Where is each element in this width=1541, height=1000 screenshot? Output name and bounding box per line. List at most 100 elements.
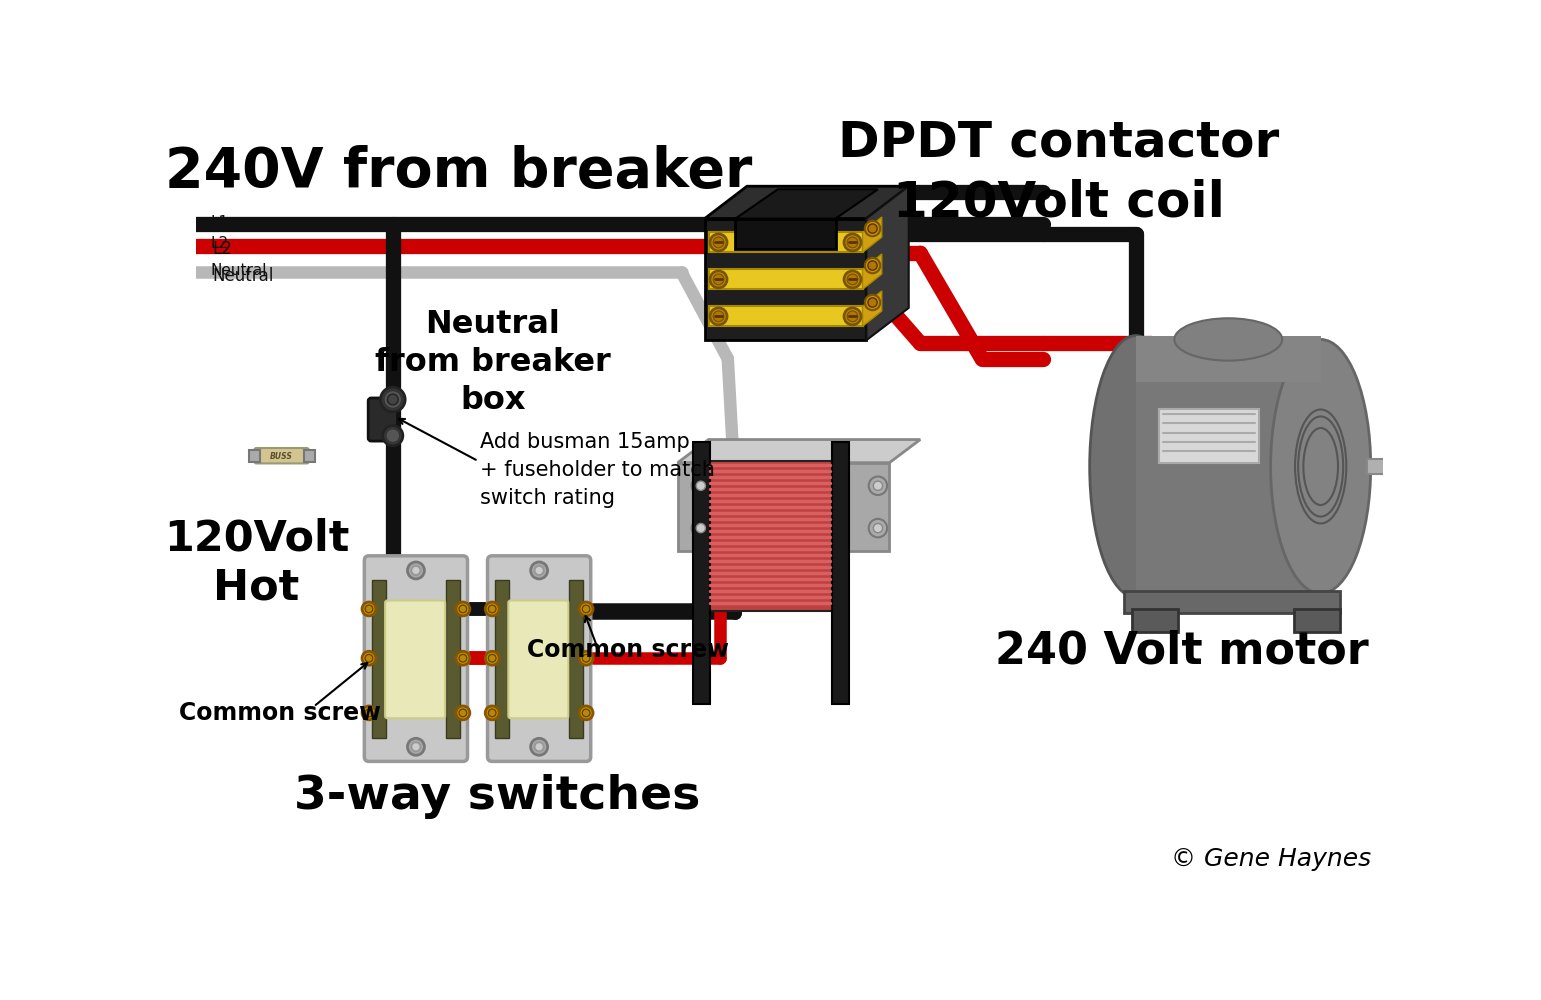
FancyBboxPatch shape	[254, 448, 308, 463]
Circle shape	[365, 605, 373, 613]
Circle shape	[579, 651, 593, 665]
Text: 3-way switches: 3-way switches	[294, 774, 700, 819]
Circle shape	[697, 481, 706, 490]
Circle shape	[456, 602, 470, 616]
Circle shape	[456, 706, 470, 720]
Circle shape	[692, 477, 710, 495]
Bar	[678, 463, 889, 551]
Polygon shape	[678, 440, 920, 463]
Circle shape	[582, 709, 590, 717]
Ellipse shape	[1271, 339, 1371, 594]
Bar	[693, 442, 710, 704]
Text: Neutral
from breaker
box: Neutral from breaker box	[374, 309, 610, 416]
Circle shape	[411, 742, 421, 751]
Text: Neutral: Neutral	[210, 263, 267, 278]
Text: Common screw: Common screw	[179, 701, 381, 725]
Circle shape	[868, 224, 877, 233]
FancyBboxPatch shape	[364, 556, 467, 761]
Bar	[709, 232, 863, 252]
Bar	[832, 442, 849, 704]
Polygon shape	[863, 217, 881, 252]
Ellipse shape	[1174, 318, 1282, 361]
Text: BUSS: BUSS	[270, 452, 293, 461]
Circle shape	[362, 651, 376, 665]
Bar	[1133, 609, 1179, 632]
FancyBboxPatch shape	[385, 600, 445, 718]
Circle shape	[692, 519, 710, 537]
Polygon shape	[863, 254, 881, 289]
Circle shape	[710, 308, 727, 325]
Bar	[1367, 459, 1424, 474]
Circle shape	[488, 654, 496, 662]
Circle shape	[874, 481, 883, 490]
Circle shape	[535, 742, 544, 751]
Text: L1: L1	[210, 215, 228, 230]
Bar	[304, 450, 314, 462]
Bar	[1125, 591, 1341, 613]
Circle shape	[710, 234, 727, 251]
Circle shape	[381, 387, 405, 412]
Circle shape	[579, 706, 593, 720]
Circle shape	[365, 709, 373, 717]
Circle shape	[844, 234, 861, 251]
Circle shape	[713, 274, 724, 285]
Text: 240 Volt motor: 240 Volt motor	[995, 630, 1368, 673]
Bar	[445, 580, 459, 738]
Circle shape	[384, 390, 402, 409]
Polygon shape	[704, 186, 909, 219]
Ellipse shape	[1089, 336, 1182, 597]
Circle shape	[710, 271, 727, 288]
Circle shape	[530, 562, 547, 579]
Bar	[569, 580, 582, 738]
Circle shape	[848, 237, 858, 248]
Text: Common screw: Common screw	[527, 638, 729, 662]
Bar	[709, 461, 832, 611]
Circle shape	[411, 566, 421, 575]
Circle shape	[865, 295, 880, 310]
Text: © Gene Haynes: © Gene Haynes	[1171, 847, 1370, 871]
Circle shape	[869, 519, 888, 537]
Circle shape	[579, 602, 593, 616]
FancyBboxPatch shape	[509, 600, 569, 718]
Circle shape	[488, 605, 496, 613]
Circle shape	[868, 261, 877, 270]
Bar	[1136, 336, 1321, 597]
Circle shape	[382, 426, 402, 446]
Circle shape	[459, 605, 467, 613]
Bar	[1136, 336, 1321, 382]
Circle shape	[485, 706, 499, 720]
Circle shape	[530, 738, 547, 755]
Circle shape	[407, 562, 424, 579]
Circle shape	[407, 738, 424, 755]
Bar	[371, 580, 385, 738]
Text: L1: L1	[211, 218, 231, 236]
Circle shape	[848, 274, 858, 285]
FancyBboxPatch shape	[487, 556, 590, 761]
Bar	[1159, 409, 1259, 463]
Circle shape	[865, 221, 880, 236]
Circle shape	[362, 602, 376, 616]
Circle shape	[865, 258, 880, 273]
Text: 120Volt
Hot: 120Volt Hot	[163, 517, 350, 608]
Circle shape	[362, 706, 376, 720]
Text: 240V from breaker: 240V from breaker	[165, 145, 752, 199]
Circle shape	[535, 566, 544, 575]
Circle shape	[488, 709, 496, 717]
Polygon shape	[866, 186, 909, 340]
Bar	[495, 580, 509, 738]
Circle shape	[582, 654, 590, 662]
Circle shape	[697, 523, 706, 533]
Circle shape	[459, 709, 467, 717]
Text: L2: L2	[210, 236, 228, 251]
Bar	[248, 450, 259, 462]
Circle shape	[456, 651, 470, 665]
Circle shape	[365, 654, 373, 662]
Circle shape	[868, 298, 877, 307]
Circle shape	[848, 311, 858, 322]
Circle shape	[1416, 458, 1433, 475]
Bar	[704, 219, 866, 340]
Circle shape	[485, 602, 499, 616]
Bar	[1294, 609, 1341, 632]
Circle shape	[385, 429, 399, 443]
Text: Neutral: Neutral	[211, 267, 273, 285]
